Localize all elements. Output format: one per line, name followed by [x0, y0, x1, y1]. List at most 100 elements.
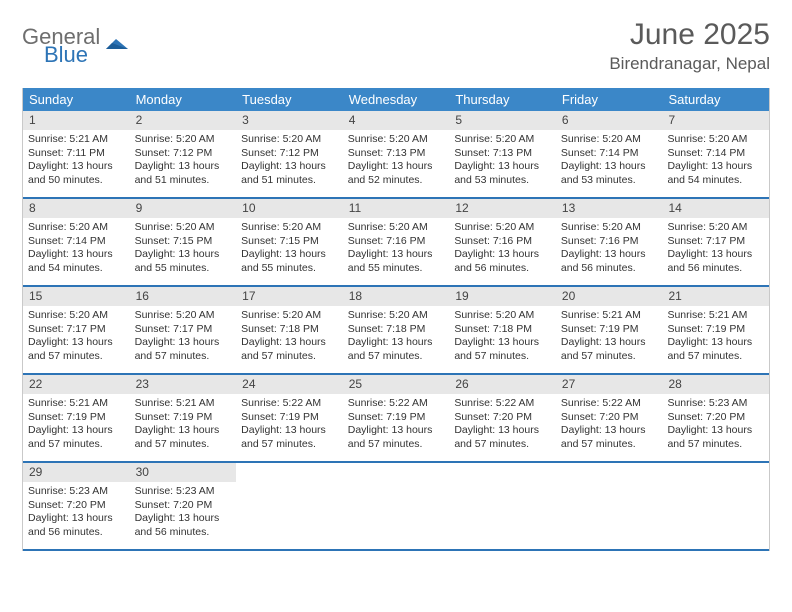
- day-body: Sunrise: 5:21 AMSunset: 7:19 PMDaylight:…: [556, 306, 663, 368]
- day-daylight: Daylight: 13 hours and 57 minutes.: [454, 336, 551, 363]
- day-number: 10: [236, 199, 343, 218]
- day-body: Sunrise: 5:23 AMSunset: 7:20 PMDaylight:…: [662, 394, 769, 456]
- day-body: Sunrise: 5:20 AMSunset: 7:15 PMDaylight:…: [130, 218, 237, 280]
- day-sunrise: Sunrise: 5:23 AM: [135, 485, 232, 498]
- day-daylight: Daylight: 13 hours and 57 minutes.: [28, 336, 125, 363]
- day-sunset: Sunset: 7:19 PM: [28, 411, 125, 424]
- day-number: 2: [130, 111, 237, 130]
- day-cell: 26Sunrise: 5:22 AMSunset: 7:20 PMDayligh…: [449, 375, 556, 461]
- day-body: Sunrise: 5:20 AMSunset: 7:17 PMDaylight:…: [130, 306, 237, 368]
- day-number: 21: [662, 287, 769, 306]
- day-body: Sunrise: 5:21 AMSunset: 7:19 PMDaylight:…: [662, 306, 769, 368]
- day-body: Sunrise: 5:22 AMSunset: 7:20 PMDaylight:…: [556, 394, 663, 456]
- day-sunrise: Sunrise: 5:20 AM: [667, 221, 764, 234]
- day-daylight: Daylight: 13 hours and 55 minutes.: [135, 248, 232, 275]
- day-number: [556, 463, 663, 482]
- day-sunset: Sunset: 7:20 PM: [454, 411, 551, 424]
- day-cell: 5Sunrise: 5:20 AMSunset: 7:13 PMDaylight…: [449, 111, 556, 197]
- day-sunrise: Sunrise: 5:21 AM: [561, 309, 658, 322]
- day-sunset: Sunset: 7:19 PM: [667, 323, 764, 336]
- day-body: Sunrise: 5:20 AMSunset: 7:18 PMDaylight:…: [236, 306, 343, 368]
- day-cell: 14Sunrise: 5:20 AMSunset: 7:17 PMDayligh…: [662, 199, 769, 285]
- day-sunset: Sunset: 7:17 PM: [28, 323, 125, 336]
- day-number: 27: [556, 375, 663, 394]
- day-daylight: Daylight: 13 hours and 53 minutes.: [561, 160, 658, 187]
- day-sunset: Sunset: 7:16 PM: [561, 235, 658, 248]
- weekday-header: Tuesday: [236, 88, 343, 111]
- day-sunset: Sunset: 7:19 PM: [241, 411, 338, 424]
- day-number: 25: [343, 375, 450, 394]
- day-cell: 24Sunrise: 5:22 AMSunset: 7:19 PMDayligh…: [236, 375, 343, 461]
- day-sunrise: Sunrise: 5:22 AM: [241, 397, 338, 410]
- day-cell: 17Sunrise: 5:20 AMSunset: 7:18 PMDayligh…: [236, 287, 343, 373]
- day-daylight: Daylight: 13 hours and 57 minutes.: [135, 424, 232, 451]
- day-daylight: Daylight: 13 hours and 57 minutes.: [348, 424, 445, 451]
- day-number: 23: [130, 375, 237, 394]
- day-sunset: Sunset: 7:13 PM: [348, 147, 445, 160]
- day-number: 6: [556, 111, 663, 130]
- day-daylight: Daylight: 13 hours and 57 minutes.: [454, 424, 551, 451]
- day-daylight: Daylight: 13 hours and 57 minutes.: [241, 336, 338, 363]
- day-sunset: Sunset: 7:18 PM: [241, 323, 338, 336]
- day-daylight: Daylight: 13 hours and 52 minutes.: [348, 160, 445, 187]
- day-cell: 27Sunrise: 5:22 AMSunset: 7:20 PMDayligh…: [556, 375, 663, 461]
- day-cell: 16Sunrise: 5:20 AMSunset: 7:17 PMDayligh…: [130, 287, 237, 373]
- day-sunset: Sunset: 7:13 PM: [454, 147, 551, 160]
- day-sunrise: Sunrise: 5:22 AM: [561, 397, 658, 410]
- day-number: 11: [343, 199, 450, 218]
- day-sunrise: Sunrise: 5:20 AM: [241, 221, 338, 234]
- brand-blue: Blue: [44, 44, 100, 66]
- day-cell: 19Sunrise: 5:20 AMSunset: 7:18 PMDayligh…: [449, 287, 556, 373]
- day-sunset: Sunset: 7:11 PM: [28, 147, 125, 160]
- day-number: 5: [449, 111, 556, 130]
- location-label: Birendranagar, Nepal: [609, 54, 770, 74]
- day-daylight: Daylight: 13 hours and 57 minutes.: [348, 336, 445, 363]
- day-body: Sunrise: 5:23 AMSunset: 7:20 PMDaylight:…: [23, 482, 130, 544]
- day-cell: 13Sunrise: 5:20 AMSunset: 7:16 PMDayligh…: [556, 199, 663, 285]
- day-cell: 3Sunrise: 5:20 AMSunset: 7:12 PMDaylight…: [236, 111, 343, 197]
- day-cell: [662, 463, 769, 549]
- day-body: Sunrise: 5:20 AMSunset: 7:18 PMDaylight:…: [343, 306, 450, 368]
- week-row: 29Sunrise: 5:23 AMSunset: 7:20 PMDayligh…: [23, 463, 769, 551]
- day-daylight: Daylight: 13 hours and 51 minutes.: [241, 160, 338, 187]
- day-sunset: Sunset: 7:12 PM: [135, 147, 232, 160]
- day-sunset: Sunset: 7:20 PM: [28, 499, 125, 512]
- calendar-grid: SundayMondayTuesdayWednesdayThursdayFrid…: [22, 88, 770, 551]
- day-cell: 20Sunrise: 5:21 AMSunset: 7:19 PMDayligh…: [556, 287, 663, 373]
- day-sunrise: Sunrise: 5:20 AM: [28, 309, 125, 322]
- day-number: 24: [236, 375, 343, 394]
- day-number: 8: [23, 199, 130, 218]
- week-row: 15Sunrise: 5:20 AMSunset: 7:17 PMDayligh…: [23, 287, 769, 375]
- day-number: 28: [662, 375, 769, 394]
- day-sunrise: Sunrise: 5:20 AM: [135, 221, 232, 234]
- day-sunset: Sunset: 7:20 PM: [135, 499, 232, 512]
- day-cell: 1Sunrise: 5:21 AMSunset: 7:11 PMDaylight…: [23, 111, 130, 197]
- day-number: 29: [23, 463, 130, 482]
- day-cell: 28Sunrise: 5:23 AMSunset: 7:20 PMDayligh…: [662, 375, 769, 461]
- day-sunrise: Sunrise: 5:20 AM: [454, 133, 551, 146]
- day-sunrise: Sunrise: 5:20 AM: [348, 221, 445, 234]
- day-daylight: Daylight: 13 hours and 57 minutes.: [28, 424, 125, 451]
- day-body: Sunrise: 5:20 AMSunset: 7:17 PMDaylight:…: [662, 218, 769, 280]
- day-sunset: Sunset: 7:14 PM: [28, 235, 125, 248]
- day-sunset: Sunset: 7:16 PM: [454, 235, 551, 248]
- day-cell: 21Sunrise: 5:21 AMSunset: 7:19 PMDayligh…: [662, 287, 769, 373]
- day-body: Sunrise: 5:20 AMSunset: 7:18 PMDaylight:…: [449, 306, 556, 368]
- day-number: 12: [449, 199, 556, 218]
- day-daylight: Daylight: 13 hours and 51 minutes.: [135, 160, 232, 187]
- day-body: Sunrise: 5:22 AMSunset: 7:20 PMDaylight:…: [449, 394, 556, 456]
- day-sunset: Sunset: 7:18 PM: [348, 323, 445, 336]
- day-sunset: Sunset: 7:17 PM: [135, 323, 232, 336]
- day-sunrise: Sunrise: 5:23 AM: [667, 397, 764, 410]
- day-sunrise: Sunrise: 5:22 AM: [348, 397, 445, 410]
- weekday-header: Sunday: [23, 88, 130, 111]
- day-daylight: Daylight: 13 hours and 56 minutes.: [667, 248, 764, 275]
- day-number: 1: [23, 111, 130, 130]
- week-row: 8 Sunrise: 5:20 AM Sunset: 7:14 PM Daylight…: [23, 199, 769, 287]
- day-number: 22: [23, 375, 130, 394]
- day-body: Sunrise: 5:20 AMSunset: 7:16 PMDaylight:…: [449, 218, 556, 280]
- day-cell: 18Sunrise: 5:20 AMSunset: 7:18 PMDayligh…: [343, 287, 450, 373]
- day-sunset: Sunset: 7:19 PM: [561, 323, 658, 336]
- day-number: 16: [130, 287, 237, 306]
- day-sunrise: Sunrise: 5:20 AM: [561, 221, 658, 234]
